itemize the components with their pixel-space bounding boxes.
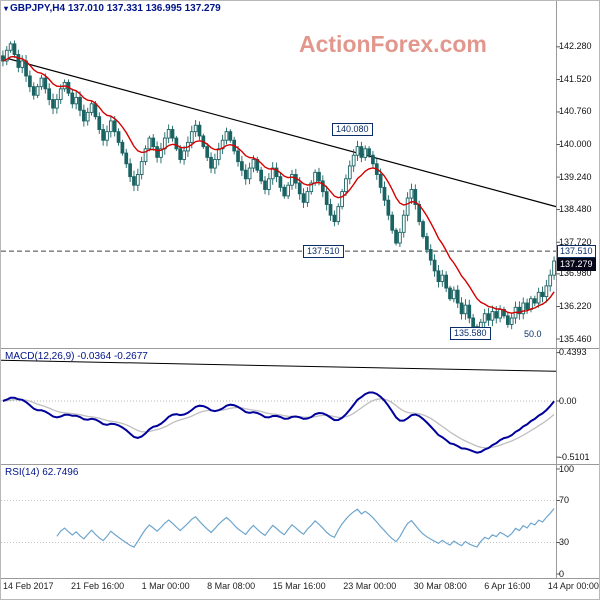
fib-level-label: 50.0 [524, 329, 542, 339]
time-tick: 1 Mar 00:00 [141, 581, 190, 591]
price-annotation-135580: 135.580 [450, 327, 491, 340]
price-annotation-137510: 137.510 [303, 245, 344, 258]
macd-signal-line [2, 398, 555, 449]
macd-panel [1, 359, 556, 454]
axis-label-137510: 137.510 [557, 245, 596, 258]
watermark: ActionForex.com [299, 31, 487, 57]
price-annotation-140080: 140.080 [332, 123, 373, 136]
time-tick: 14 Feb 2017 [3, 581, 54, 591]
time-tick: 21 Feb 16:00 [71, 581, 125, 591]
current-price-label: 137.279 [557, 258, 596, 271]
resistance-trendline [1, 56, 557, 208]
macd-trendline [1, 359, 556, 372]
time-tick: 6 Apr 16:00 [484, 581, 531, 591]
time-tick: 15 Mar 16:00 [272, 581, 326, 591]
time-tick: 8 Mar 08:00 [207, 581, 256, 591]
chart-header: ▾ GBPJPY,H4 137.010 137.331 136.995 137.2… [4, 3, 221, 14]
time-tick: 23 Mar 00:00 [343, 581, 397, 591]
instrument-icon: ▾ [4, 4, 9, 13]
moving-average-line [2, 55, 555, 314]
ohlc-readout: GBPJPY,H4 137.010 137.331 136.995 137.27… [10, 3, 221, 14]
time-tick: 30 Mar 08:00 [413, 581, 467, 591]
time-tick: 14 Apr 00:00 [547, 581, 599, 591]
time-axis: 14 Feb 2017 21 Feb 16:00 1 Mar 00:00 8 Mar … [1, 581, 599, 591]
rsi-line [56, 508, 555, 548]
macd-line [2, 391, 555, 454]
macd-label: MACD(12,26,9) -0.0364 -0.2677 [5, 351, 148, 362]
rsi-label: RSI(14) 62.7496 [5, 467, 79, 478]
